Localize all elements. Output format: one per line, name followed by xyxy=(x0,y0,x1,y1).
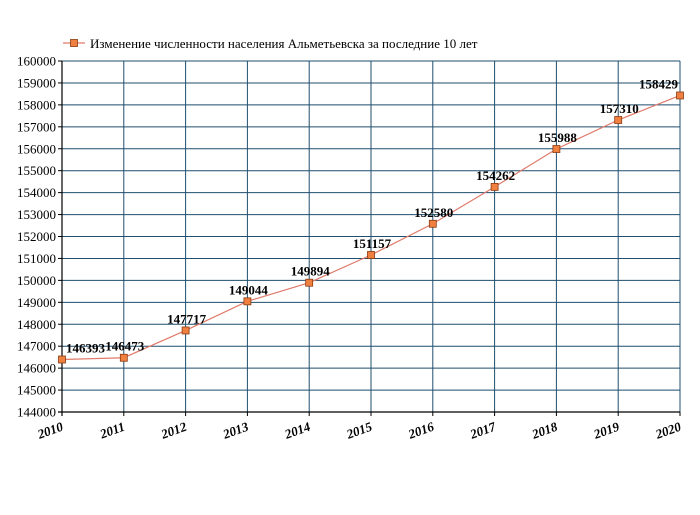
data-value-label: 149044 xyxy=(229,282,269,297)
legend-label: Изменение численности населения Альметье… xyxy=(90,36,478,51)
x-tick-label: 2016 xyxy=(405,419,436,443)
y-tick-label: 150000 xyxy=(17,273,56,288)
x-tick-label: 2019 xyxy=(591,419,622,443)
y-tick-label: 159000 xyxy=(17,75,56,90)
y-tick-label: 160000 xyxy=(17,54,56,69)
data-value-label: 152580 xyxy=(414,205,453,220)
y-tick-label: 149000 xyxy=(17,295,56,310)
data-value-label: 157310 xyxy=(600,101,639,116)
data-value-label: 146393 xyxy=(66,341,106,356)
data-point-marker xyxy=(305,278,314,287)
x-tick-label: 2011 xyxy=(97,419,127,442)
data-point-marker xyxy=(181,326,190,335)
x-tick-label: 2018 xyxy=(529,419,560,443)
x-tick-label: 2015 xyxy=(344,419,375,443)
y-tick-label: 151000 xyxy=(17,251,56,266)
series-line xyxy=(58,91,684,364)
y-tick-label: 157000 xyxy=(17,119,56,134)
data-labels: 146393 146473 147717 149044 149894 151157 1525… xyxy=(66,76,679,355)
x-tick-label: 2014 xyxy=(282,419,313,443)
y-tick-label: 152000 xyxy=(17,229,56,244)
data-value-label: 151157 xyxy=(353,236,392,251)
legend-marker-swatch xyxy=(70,39,78,47)
data-value-label: 158429 xyxy=(639,76,679,91)
y-tick-label: 146000 xyxy=(17,361,56,376)
y-tick-label: 153000 xyxy=(17,207,56,222)
data-point-marker xyxy=(243,297,252,306)
y-tick-label: 144000 xyxy=(17,405,56,420)
data-value-label: 155988 xyxy=(538,130,578,145)
data-value-label: 149894 xyxy=(291,264,331,279)
x-tick-label: 2013 xyxy=(220,419,251,443)
x-tick-label: 2020 xyxy=(653,419,684,443)
x-tick-label: 2010 xyxy=(35,419,66,443)
y-axis-ticks: 144000 145000 146000 147000 148000 149000 1500… xyxy=(17,54,56,420)
data-point-marker xyxy=(552,145,561,153)
y-tick-label: 154000 xyxy=(17,185,56,200)
data-point-marker xyxy=(367,251,375,259)
data-value-label: 147717 xyxy=(167,311,207,326)
chart-legend: Изменение численности населения Альметье… xyxy=(63,36,478,51)
data-value-label: 154262 xyxy=(476,168,515,183)
data-point-marker xyxy=(58,355,66,364)
data-point-marker xyxy=(676,91,684,100)
y-tick-label: 158000 xyxy=(17,97,56,112)
data-point-marker xyxy=(614,116,623,124)
data-point-marker xyxy=(490,182,499,191)
x-axis-ticks: 2010 2011 2012 2013 2014 2015 2016 2017 2018 2019… xyxy=(35,419,684,443)
data-point-marker xyxy=(119,353,128,362)
x-tick-label: 2017 xyxy=(467,419,498,443)
y-tick-label: 148000 xyxy=(17,317,56,332)
y-tick-label: 156000 xyxy=(17,141,56,156)
data-point-marker xyxy=(428,219,437,228)
data-value-label: 146473 xyxy=(105,339,145,354)
y-tick-label: 147000 xyxy=(17,339,56,354)
y-tick-label: 155000 xyxy=(17,163,56,178)
y-tick-label: 145000 xyxy=(17,383,56,398)
x-tick-label: 2012 xyxy=(158,419,189,443)
